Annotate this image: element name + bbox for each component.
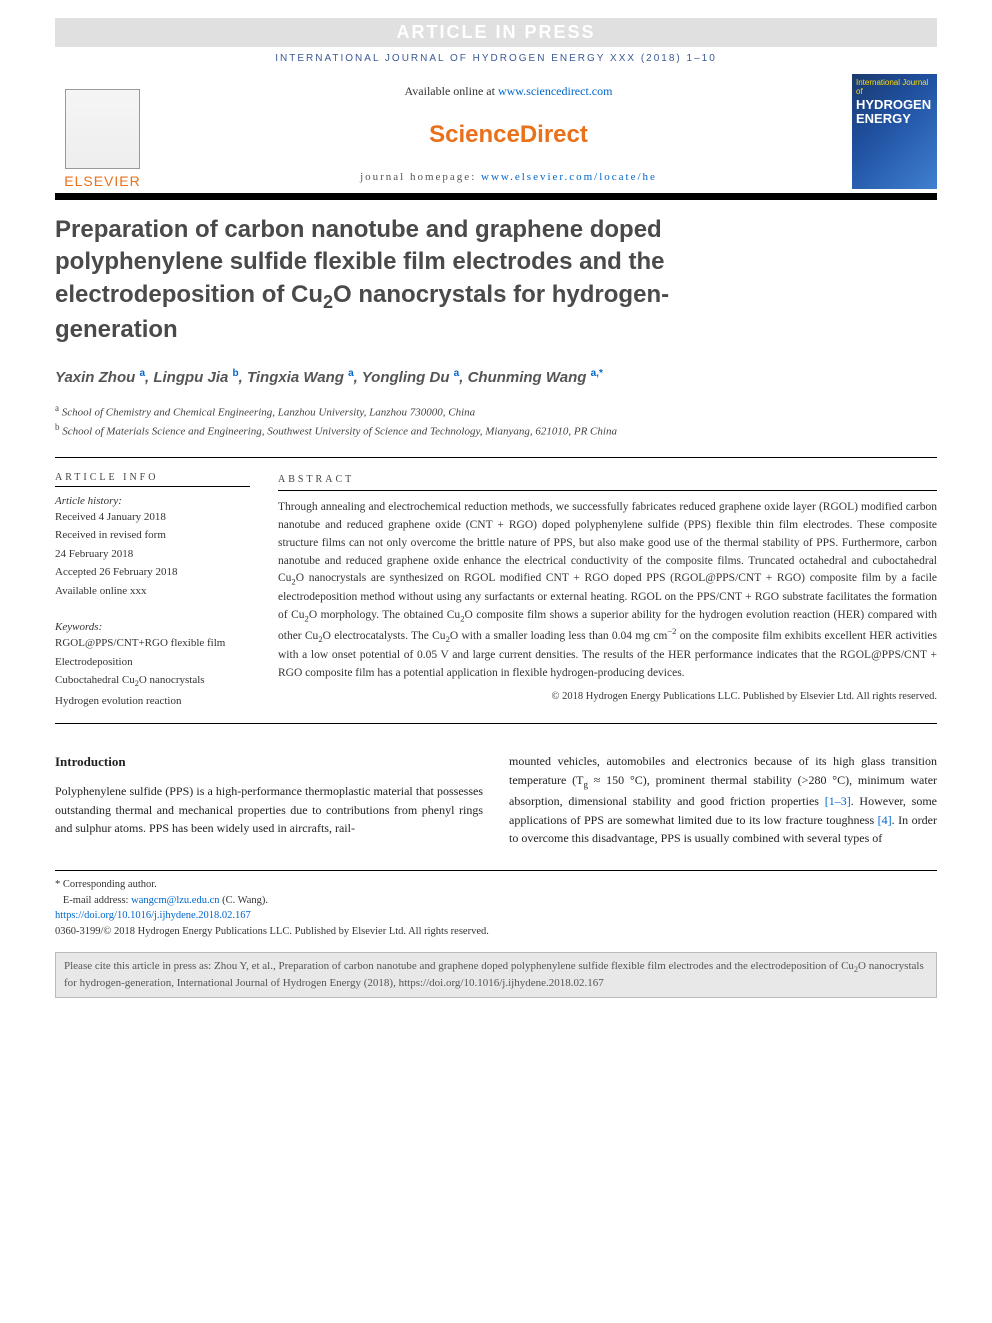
doi-link[interactable]: https://doi.org/10.1016/j.ijhydene.2018.… xyxy=(55,910,251,921)
journal-cover-thumbnail[interactable]: International Journal of HYDROGEN ENERGY xyxy=(852,74,937,189)
citation-box: Please cite this article in press as: Zh… xyxy=(55,952,937,998)
introduction-heading: Introduction xyxy=(55,752,483,772)
keyword-4: Hydrogen evolution reaction xyxy=(55,693,250,710)
available-online: Available online at www.sciencedirect.co… xyxy=(165,84,852,99)
intro-para-right: mounted vehicles, automobiles and electr… xyxy=(509,752,937,848)
abstract-copyright: © 2018 Hydrogen Energy Publications LLC.… xyxy=(278,689,937,705)
journal-header: ELSEVIER Available online at www.science… xyxy=(55,74,937,189)
keyword-2: Electrodeposition xyxy=(55,654,250,671)
received-date: Received 4 January 2018 xyxy=(55,509,250,526)
sciencedirect-url[interactable]: www.sciencedirect.com xyxy=(498,84,613,98)
abstract-block: ABSTRACT Through annealing and electroch… xyxy=(278,472,937,712)
accepted-date: Accepted 26 February 2018 xyxy=(55,564,250,581)
online-date: Available online xxx xyxy=(55,583,250,600)
revised-label: Received in revised form xyxy=(55,527,250,544)
issn-copyright: 0360-3199/© 2018 Hydrogen Energy Publica… xyxy=(55,924,937,940)
journal-homepage-link[interactable]: www.elsevier.com/locate/he xyxy=(481,171,657,183)
elsevier-logo[interactable]: ELSEVIER xyxy=(55,74,150,189)
journal-homepage: journal homepage: www.elsevier.com/locat… xyxy=(165,171,852,183)
cover-title-1: HYDROGEN xyxy=(856,98,933,112)
article-info-block: ARTICLE INFO Article history: Received 4… xyxy=(55,472,250,712)
abstract-heading: ABSTRACT xyxy=(278,472,937,492)
body-two-column: Introduction Polyphenylene sulfide (PPS)… xyxy=(55,752,937,848)
intro-para-left: Polyphenylene sulfide (PPS) is a high-pe… xyxy=(55,782,483,838)
affiliation-b: b School of Materials Science and Engine… xyxy=(55,421,937,440)
affiliations: a School of Chemistry and Chemical Engin… xyxy=(55,402,937,440)
article-in-press-banner: ARTICLE IN PRESS xyxy=(55,18,937,47)
corresponding-author: * Corresponding author. xyxy=(55,877,937,893)
revised-date: 24 February 2018 xyxy=(55,546,250,563)
keyword-3: Cuboctahedral Cu2O nanocrystals xyxy=(55,672,250,691)
body-column-right: mounted vehicles, automobiles and electr… xyxy=(509,752,937,848)
info-abstract-row: ARTICLE INFO Article history: Received 4… xyxy=(55,472,937,712)
elsevier-label: ELSEVIER xyxy=(64,173,140,189)
affiliation-a: a School of Chemistry and Chemical Engin… xyxy=(55,402,937,421)
cover-title-2: ENERGY xyxy=(856,112,933,126)
footer-block: * Corresponding author. E-mail address: … xyxy=(55,870,937,940)
journal-reference-line: INTERNATIONAL JOURNAL OF HYDROGEN ENERGY… xyxy=(55,53,937,64)
cover-pretitle: International Journal of xyxy=(856,78,933,96)
abstract-text: Through annealing and electrochemical re… xyxy=(278,499,937,682)
homepage-prefix: journal homepage: xyxy=(360,171,481,183)
available-prefix: Available online at xyxy=(405,84,498,98)
article-title: Preparation of carbon nanotube and graph… xyxy=(55,214,775,346)
sciencedirect-logo[interactable]: ScienceDirect xyxy=(165,121,852,149)
article-info-heading: ARTICLE INFO xyxy=(55,472,250,487)
thin-divider-2 xyxy=(55,723,937,724)
body-column-left: Introduction Polyphenylene sulfide (PPS)… xyxy=(55,752,483,848)
author-list: Yaxin Zhou a, Lingpu Jia b, Tingxia Wang… xyxy=(55,368,937,386)
thin-divider-1 xyxy=(55,457,937,458)
email-link[interactable]: wangcm@lzu.edu.cn xyxy=(131,895,219,906)
history-label: Article history: xyxy=(55,495,250,507)
email-person: (C. Wang). xyxy=(220,895,269,906)
elsevier-tree-icon xyxy=(65,89,140,169)
keywords-label: Keywords: xyxy=(55,621,250,633)
email-label: E-mail address: xyxy=(63,895,131,906)
keyword-1: RGOL@PPS/CNT+RGO flexible film xyxy=(55,635,250,652)
header-center: Available online at www.sciencedirect.co… xyxy=(165,74,852,189)
email-line: E-mail address: wangcm@lzu.edu.cn (C. Wa… xyxy=(55,893,937,909)
black-divider xyxy=(55,193,937,200)
